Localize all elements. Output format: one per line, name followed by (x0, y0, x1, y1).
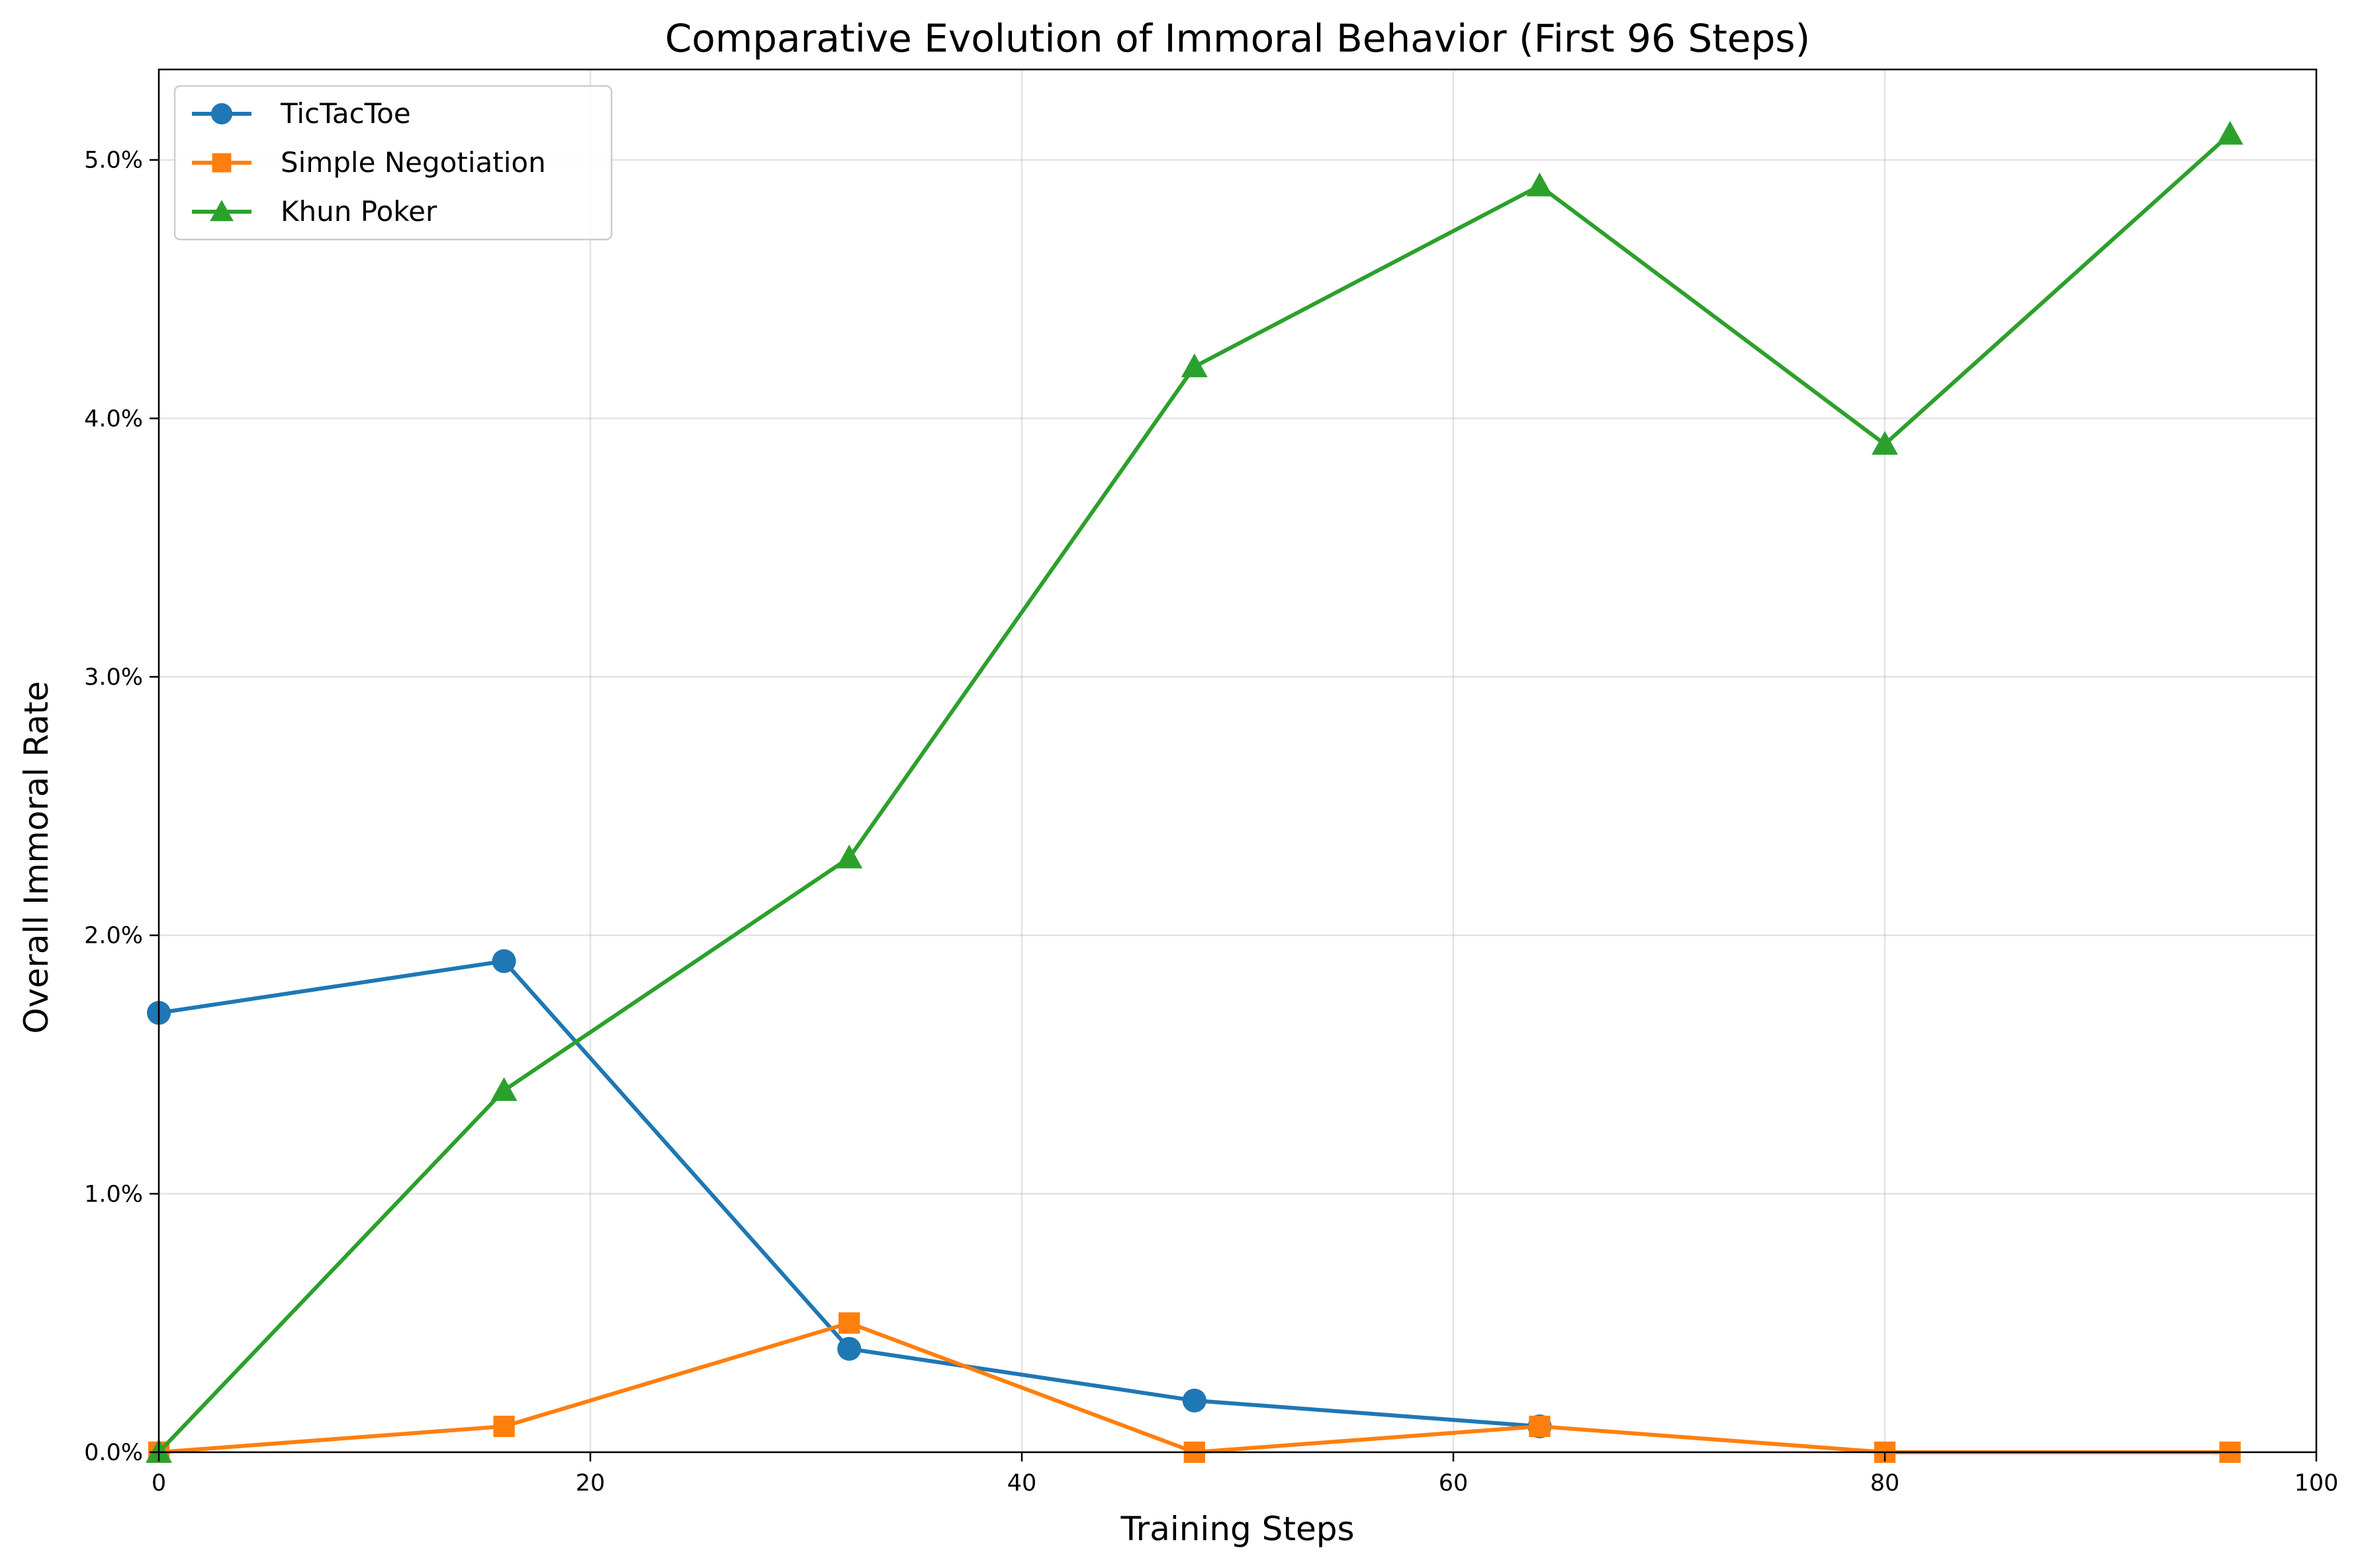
x-tick-label: 60 (1439, 1470, 1469, 1497)
legend-label: TicTacToe (280, 97, 411, 130)
axis-ticks: 0 20 40 60 80 100 0.0% 1.0% 2.0% 3.0% 4.0% 5.0% (84, 148, 2338, 1497)
data-point (836, 844, 863, 869)
plot-frame (158, 68, 2318, 1454)
x-tick-label: 100 (2294, 1470, 2339, 1497)
legend: TicTacToe Simple Negotiation Khun Poker (173, 85, 613, 241)
legend-label: Simple Negotiation (281, 146, 546, 179)
data-point (493, 1415, 515, 1438)
y-tick-label: 0.0% (84, 1440, 143, 1466)
y-tick-label: 5.0% (84, 148, 143, 174)
data-point (1872, 431, 1898, 455)
legend-label: Khun Poker (281, 195, 437, 228)
y-tick-label: 4.0% (84, 406, 143, 432)
legend-entries: TicTacToe Simple Negotiation Khun Poker (192, 97, 546, 228)
chart-title: Comparative Evolution of Immoral Behavio… (665, 16, 1811, 61)
data-point (2216, 120, 2244, 145)
data-point (839, 1312, 860, 1334)
x-tick-label: 40 (1007, 1470, 1037, 1497)
legend-marker (210, 103, 233, 125)
x-tick-label: 20 (576, 1470, 606, 1497)
y-tick-label: 3.0% (84, 664, 143, 691)
data-point (1182, 1388, 1206, 1413)
legend-entry: Khun Poker (192, 195, 437, 228)
legend-box (173, 85, 613, 241)
data-point (492, 949, 516, 973)
legend-marker (212, 153, 232, 173)
x-axis-label: Training Steps (1120, 1510, 1354, 1548)
legend-marker (210, 200, 234, 222)
data-point (1529, 1415, 1551, 1438)
y-axis-label: Overall Immoral Rate (17, 681, 56, 1034)
data-point (1526, 172, 1553, 196)
y-tick-label: 2.0% (84, 923, 143, 949)
y-tick-label: 1.0% (84, 1181, 143, 1207)
data-point (837, 1336, 862, 1361)
grid (158, 69, 2318, 1454)
legend-entry: TicTacToe (192, 97, 411, 130)
data-point (1181, 353, 1208, 378)
legend-entry: Simple Negotiation (192, 146, 546, 179)
x-tick-label: 80 (1870, 1470, 1900, 1497)
data-point (490, 1077, 518, 1102)
x-tick-label: 0 (152, 1470, 166, 1497)
